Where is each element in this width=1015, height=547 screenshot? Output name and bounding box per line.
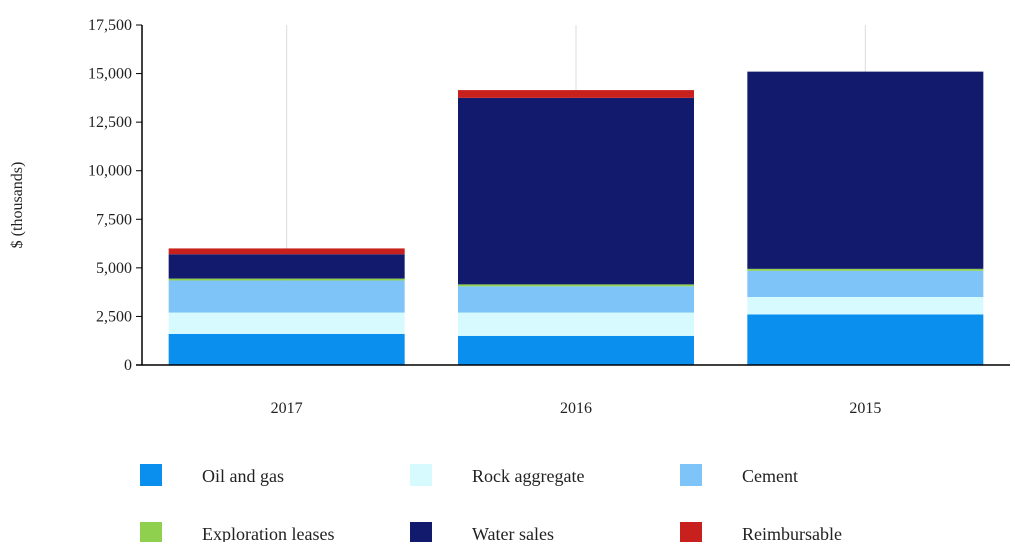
bar-segment [747, 268, 984, 271]
y-tick-label: 17,500 [88, 17, 132, 34]
legend-label: Oil and gas [202, 466, 284, 486]
bar-segment [747, 297, 984, 315]
bar-segment [747, 270, 984, 297]
y-tick-label: 12,500 [88, 114, 132, 131]
bar-segment [747, 71, 984, 269]
bar-segment [458, 335, 694, 365]
legend-label: Exploration leases [202, 524, 334, 542]
legend-label: Rock aggregate [472, 466, 584, 486]
bar-segment [168, 312, 405, 334]
legend-swatch [140, 522, 162, 544]
bar-segment [458, 286, 694, 313]
legend-swatch [410, 522, 432, 544]
legend-swatch [680, 464, 702, 486]
bar-segment [168, 254, 405, 279]
x-tick-label: 2017 [271, 400, 303, 417]
y-tick-label: 5,000 [96, 260, 132, 277]
legend-label: Cement [742, 466, 798, 486]
bar-segment [458, 284, 694, 287]
legend-label: Water sales [472, 524, 554, 542]
y-tick-label: 0 [124, 357, 132, 374]
bar-segment [458, 97, 694, 285]
bar-segment [747, 314, 984, 365]
y-tick-label: 10,000 [88, 163, 132, 180]
legend: Oil and gas Rock aggregate Cement Explorati… [140, 464, 842, 544]
bar-segment [168, 280, 405, 313]
bar-segment [458, 312, 694, 336]
bar-segment [168, 248, 405, 255]
legend-swatch [680, 522, 702, 544]
axes: 2017 2016 2015 0 2,500 5,000 7,500 10,000 12,500… [88, 17, 1010, 417]
legend-swatch [140, 464, 162, 486]
x-tick-label: 2015 [849, 400, 881, 417]
y-tick-label: 2,500 [96, 308, 132, 325]
x-tick-label: 2016 [560, 400, 592, 417]
bar-segment [168, 333, 405, 365]
bar-segment [168, 278, 405, 281]
bars [168, 71, 984, 365]
y-axis-title: $ (thousands) [9, 162, 26, 249]
y-tick-label: 15,000 [88, 66, 132, 83]
y-tick-label: 7,500 [96, 211, 132, 228]
legend-swatch [410, 464, 432, 486]
legend-label: Reimbursable [742, 524, 842, 542]
bar-segment [458, 90, 694, 98]
